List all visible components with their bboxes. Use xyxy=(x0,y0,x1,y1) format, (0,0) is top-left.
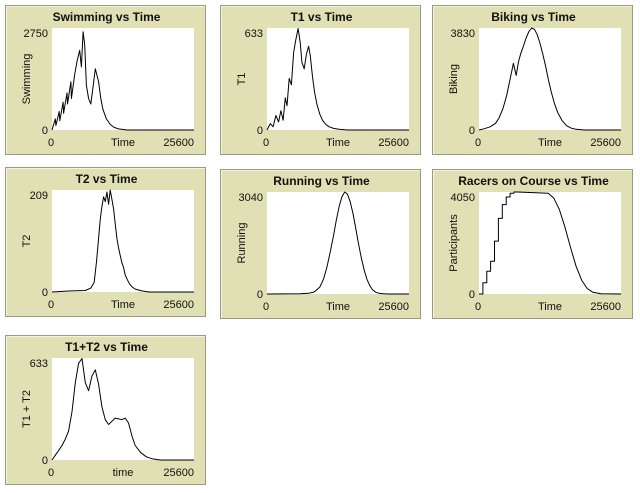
chart-title: Running vs Time xyxy=(273,174,370,188)
chart-svg-running: Running vs Time 3040 00 25600 Time Running xyxy=(236,174,409,313)
x-axis-label: Time xyxy=(111,299,135,311)
y-tick-label-max: 209 xyxy=(30,190,48,202)
x-tick-label-max: 25600 xyxy=(163,137,194,149)
x-tick-label-max: 25600 xyxy=(163,299,194,311)
y-tick-label-min: 0 xyxy=(469,125,475,137)
chart-panel-t1t2: T1+T2 vs Time 633 0 0 25600 time T1 + T2 xyxy=(5,335,206,485)
chart-title: T2 vs Time xyxy=(76,172,138,186)
chart-svg-racers: Racers on Course vs Time 4050 00 25600 Time P… xyxy=(448,174,622,313)
plot-area xyxy=(52,190,194,292)
chart-panel-running: Running vs Time 3040 0 0 25600 Time Running xyxy=(220,169,421,319)
y-axis-label: T2 xyxy=(21,235,33,248)
series-line-racers xyxy=(479,191,622,295)
chart-svg-t2: T2 vs Time 209 00 25600 Time T2 xyxy=(21,172,194,311)
chart-svg-biking: Biking vs Time 3830 00 25600 Time Biking xyxy=(448,10,621,149)
chart-svg-t1t2: T1+T2 vs Time 633 00 25600 time T1 + T2 xyxy=(21,340,194,479)
x-tick-label-min: 0 xyxy=(263,301,269,313)
x-tick-label-min: 0 xyxy=(475,137,481,149)
series-line-running xyxy=(266,191,409,295)
series-line-swimming xyxy=(51,31,194,131)
chart-panel-t2: T2 vs Time 209 0 0 25600 Time T2 xyxy=(5,167,206,317)
y-axis-label: Biking xyxy=(448,64,460,94)
chart-title: T1+T2 vs Time xyxy=(65,340,148,354)
y-tick-label-min: 0 xyxy=(257,289,263,301)
y-tick-label-min: 0 xyxy=(257,125,263,137)
y-tick-label-max: 4050 xyxy=(451,192,475,204)
x-axis-label: time xyxy=(113,467,134,479)
x-axis-label: Time xyxy=(326,301,350,313)
x-tick-label-max: 25600 xyxy=(378,301,409,313)
y-axis-label: Running xyxy=(236,223,248,264)
plot-area xyxy=(52,358,194,460)
series-line-t1t2 xyxy=(51,358,194,461)
y-tick-label-min: 0 xyxy=(42,287,48,299)
chart-panel-swimming: Swimming vs Time 2750 0 0 25600 Time Swimming xyxy=(5,5,206,155)
y-axis-label: T1 xyxy=(236,73,248,86)
chart-title: Racers on Course vs Time xyxy=(458,174,609,188)
x-tick-label-min: 0 xyxy=(475,301,481,313)
chart-panel-t1: T1 vs Time 633 0 0 25600 Time T1 xyxy=(220,5,421,155)
plot-area xyxy=(267,28,409,130)
chart-panel-biking: Biking vs Time 3830 0 0 25600 Time Biking xyxy=(432,5,633,155)
chart-title: Swimming vs Time xyxy=(53,10,161,24)
x-axis-label: Time xyxy=(538,137,562,149)
chart-title: Biking vs Time xyxy=(491,10,576,24)
series-line-biking xyxy=(478,27,621,131)
y-axis-label: Participants xyxy=(448,214,460,272)
y-tick-label-min: 0 xyxy=(42,125,48,137)
chart-svg-t1: T1 vs Time 633 00 25600 Time T1 xyxy=(236,10,409,149)
x-axis-label: Time xyxy=(111,137,135,149)
plot-area xyxy=(267,192,409,294)
y-tick-label-max: 633 xyxy=(30,358,48,370)
series-line-t2 xyxy=(51,189,194,293)
plot-area xyxy=(52,28,194,130)
chart-svg-swimming: Swimming vs Time 2750 00 25600 Time Swimming xyxy=(21,10,194,149)
y-tick-label-min: 0 xyxy=(42,455,48,467)
x-tick-label-min: 0 xyxy=(263,137,269,149)
x-tick-label-min: 0 xyxy=(48,137,54,149)
y-tick-label-max: 3830 xyxy=(451,28,475,40)
chart-panel-racers: Racers on Course vs Time 4050 0 0 25600 Time P… xyxy=(432,169,633,319)
x-tick-label-min: 0 xyxy=(48,299,54,311)
plot-area xyxy=(479,192,621,294)
y-tick-label-max: 633 xyxy=(245,28,263,40)
x-tick-label-max: 25600 xyxy=(590,137,621,149)
x-tick-label-max: 25600 xyxy=(163,467,194,479)
y-tick-label-max: 3040 xyxy=(239,192,263,204)
series-line-t1 xyxy=(266,28,409,131)
y-tick-label-min: 0 xyxy=(469,289,475,301)
x-tick-label-min: 0 xyxy=(48,467,54,479)
x-tick-label-max: 25600 xyxy=(590,301,621,313)
chart-title: T1 vs Time xyxy=(291,10,353,24)
y-tick-label-max: 2750 xyxy=(24,28,48,40)
x-tick-label-max: 25600 xyxy=(378,137,409,149)
plot-area xyxy=(479,28,621,130)
y-axis-label: T1 + T2 xyxy=(21,390,33,428)
x-axis-label: Time xyxy=(538,301,562,313)
y-axis-label: Swimming xyxy=(21,54,33,105)
x-axis-label: Time xyxy=(326,137,350,149)
